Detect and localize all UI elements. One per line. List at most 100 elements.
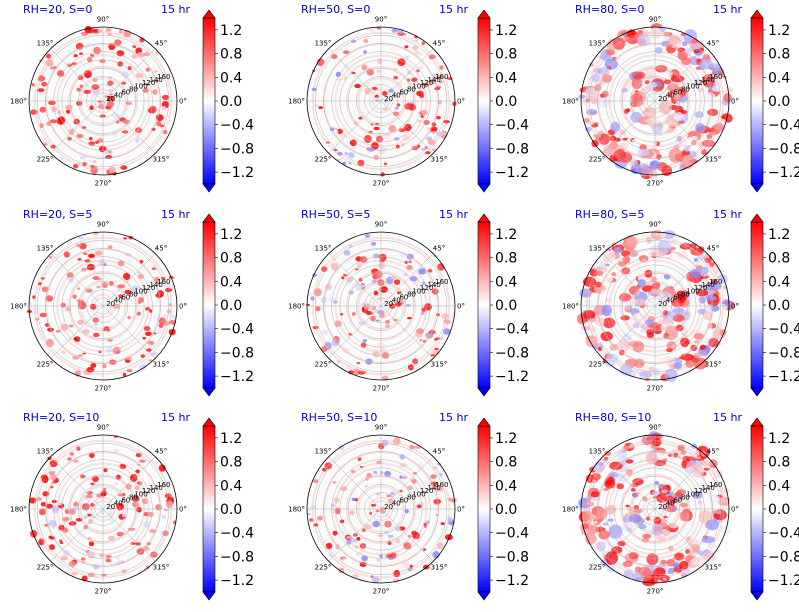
panel-time-label: 15 hr [439,411,468,424]
field-blob [87,572,95,577]
field-blob [408,260,412,264]
field-blob [69,452,75,456]
field-blob [358,278,363,282]
field-blob [66,109,71,114]
field-blob [364,134,372,144]
colorbar-tick-label: −0.8 [768,549,799,565]
field-blob [349,510,355,516]
colorbar-tick-label: −0.4 [768,118,799,134]
panel-time-label: 15 hr [161,208,190,221]
field-blob [602,250,616,264]
field-blob [84,70,92,79]
field-blob [96,28,103,33]
field-blob [658,100,672,115]
field-blob [396,103,401,107]
panel-title: RH=50, S=10 [301,411,377,424]
polar-frame [28,231,178,381]
field-blob [601,304,612,316]
field-blob [46,121,52,127]
field-blob [620,315,630,321]
angular-gridline [102,100,156,154]
radial-tick-label: 60 [399,497,408,505]
field-blob [423,523,427,526]
colorbar-tick-label: −0.8 [768,345,799,361]
field-blob [140,354,145,358]
radial-tick-label: 140 [150,484,163,492]
field-blob [124,289,132,295]
field-blob [391,28,398,33]
field-blob [125,106,132,112]
field-blob [114,482,119,486]
angle-tick-label: 45° [433,40,445,48]
field-blob [364,484,368,488]
field-blob [98,350,102,354]
panel-time-label: 15 hr [161,411,190,424]
field-blob [436,75,443,80]
field-blob [60,556,68,561]
field-blob [116,531,125,537]
angle-tick-label: 225° [37,156,54,164]
field-blob [442,328,451,335]
field-blob [585,532,597,545]
field-blob [381,375,389,381]
field-blob [103,330,109,334]
field-blob [325,542,333,550]
field-blob [594,122,599,125]
field-blob [121,71,129,78]
colorbar-tick-label: 0.4 [768,70,790,86]
field-blob [46,53,52,59]
radial-tick-label: 100 [134,490,147,498]
field-blob [164,509,168,512]
colorbar-tick-label: −0.4 [495,526,529,542]
field-blob [414,445,421,449]
angular-gridline [654,456,708,510]
colorbar-tick-label: 0.8 [768,251,790,267]
field-blob [50,485,54,489]
field-blob [585,126,592,132]
polar-frame [580,26,730,176]
field-blob [625,468,633,476]
angle-tick-label: 45° [707,40,719,48]
field-blob [708,337,719,348]
field-blob [132,41,140,46]
angle-tick-label: 225° [315,361,332,369]
panel-time-label: 15 hr [713,208,742,221]
field-blob [438,80,443,83]
field-blob [60,302,66,308]
field-blob [717,521,732,535]
field-blob [693,257,699,263]
field-blob [626,108,631,112]
field-blob [63,251,70,258]
field-blob [662,230,676,239]
colorbar-tick-label: 0.4 [220,70,242,86]
field-blob [406,265,413,270]
angle-tick-label: 45° [433,448,445,456]
field-blob [376,135,383,143]
field-blob [411,77,418,82]
field-blob [358,320,366,326]
radial-tick-label: 80 [681,290,690,298]
field-blob [44,323,50,327]
field-blob [603,456,609,461]
field-blob [137,311,141,316]
field-blob [168,303,172,307]
field-blob [97,100,102,103]
field-blob [338,567,345,574]
field-blob [339,519,345,524]
field-blob [450,498,457,503]
radial-tick-label: 60 [673,89,682,97]
field-blob [39,312,48,318]
field-blob [121,81,127,85]
field-blob [693,340,700,344]
field-blob [416,69,420,73]
field-blob [346,539,352,545]
field-blob [59,539,63,543]
radial-tick-label: 140 [702,76,715,84]
angle-tick-label: 90° [97,424,109,432]
field-blob [72,294,77,299]
field-blob [373,253,379,259]
field-blob [433,498,442,504]
colorbar: 1.2 0.8 0.4 0.0 −0.4 −0.8 −1.2 [750,9,799,193]
